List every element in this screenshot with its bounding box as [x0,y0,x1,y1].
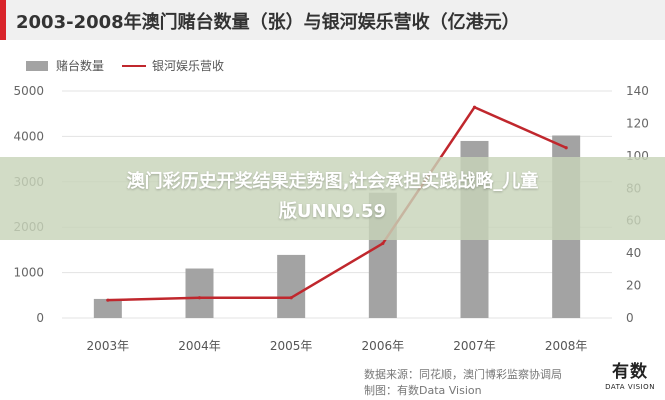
legend-swatch-line [122,65,146,67]
y-right-tick-label: 120 [626,116,649,130]
brand-logo: 有数 DATA VISION [600,362,660,398]
bar [277,254,306,318]
bar [185,268,214,318]
title-bar: 2003-2008年澳门赌台数量（张）与银河娱乐营收（亿港元） [0,0,665,40]
logo-main-text: 有数 [612,362,648,382]
chart-title: 2003-2008年澳门赌台数量（张）与银河娱乐营收（亿港元） [16,12,520,33]
title-accent [0,0,6,40]
source-note: 数据来源：同花顺，澳门博彩监察协调局 制图：有数Data Vision [364,367,562,399]
line-point [106,298,110,302]
y-right-tick-label: 140 [626,84,649,98]
y-right-tick-label: 20 [626,279,641,293]
x-tick-label: 2005年 [270,339,313,353]
x-tick-label: 2006年 [362,339,405,353]
line-point [381,241,385,246]
y-right-tick-label: 0 [626,311,634,325]
bar [93,298,122,318]
x-tick-label: 2007年 [453,339,496,353]
x-tick-label: 2008年 [545,339,588,353]
line-point [564,146,568,150]
line-point [472,105,477,109]
legend-label-line: 银河娱乐营收 [152,59,225,73]
watermark-line-2: 版UNN9.59 [278,201,387,222]
y-left-tick-label: 5000 [13,84,44,98]
watermark-line-1: 澳门彩历史开奖结果走势图,社会承担实践战略_儿童 [126,171,539,192]
y-right-tick-label: 40 [626,246,641,260]
series-line [107,105,567,302]
line-point [197,296,202,300]
legend-swatch-bars [26,61,48,71]
y-left-tick-label: 0 [36,311,44,325]
logo-sub-text: DATA VISION [605,383,655,391]
watermark-banner: 澳门彩历史开奖结果走势图,社会承担实践战略_儿童 版UNN9.59 [0,157,665,240]
watermark-text: 澳门彩历史开奖结果走势图,社会承担实践战略_儿童 版UNN9.59 [0,167,665,227]
legend-label-bars: 赌台数量 [56,59,105,73]
y-left-tick-label: 4000 [13,129,44,143]
line-point [289,296,293,300]
source-line-2: 制图：有数Data Vision [364,384,482,397]
source-line-1: 数据来源：同花顺，澳门博彩监察协调局 [364,368,562,381]
x-tick-label: 2003年 [87,339,130,353]
x-tick-label: 2004年 [178,339,221,353]
y-left-tick-label: 1000 [13,266,44,280]
